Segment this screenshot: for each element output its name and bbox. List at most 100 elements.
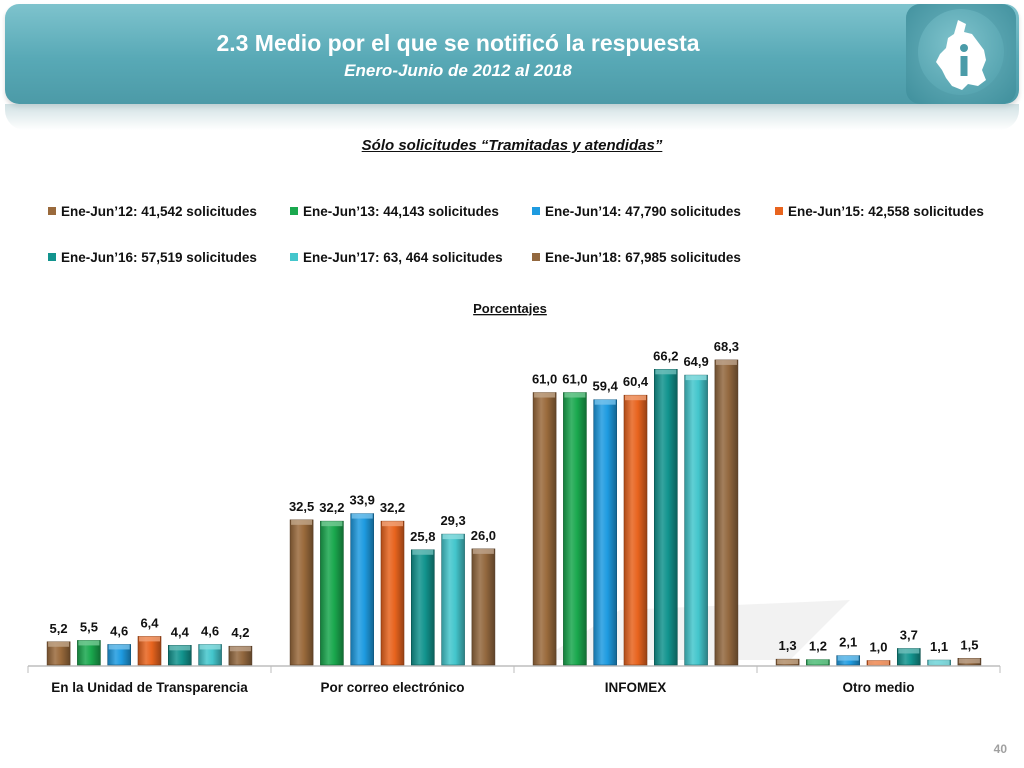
legend-item: Ene-Jun’17: 63, 464 solicitudes <box>290 250 503 265</box>
data-label: 5,2 <box>50 621 68 636</box>
data-label: 5,5 <box>80 619 98 634</box>
data-label: 3,7 <box>900 627 918 642</box>
legend-label: Ene-Jun’18: 67,985 solicitudes <box>545 250 741 265</box>
bar <box>410 549 435 666</box>
legend-swatch <box>48 253 56 262</box>
legend-swatch <box>48 207 56 216</box>
data-label: 1,2 <box>809 639 827 654</box>
legend-item: Ene-Jun’18: 67,985 solicitudes <box>532 250 741 265</box>
bar <box>471 548 496 666</box>
bar <box>653 369 678 666</box>
data-label: 1,3 <box>779 638 797 653</box>
bar <box>563 392 587 666</box>
legend-swatch <box>532 207 540 216</box>
bar <box>623 394 648 666</box>
legend-label: Ene-Jun’12: 41,542 solicitudes <box>61 204 257 219</box>
legend-swatch <box>290 253 298 262</box>
legend-item: Ene-Jun’15: 42,558 solicitudes <box>775 204 984 219</box>
page-title: 2.3 Medio por el que se notificó la resp… <box>216 30 700 56</box>
data-label: 61,0 <box>562 372 587 387</box>
legend-label: Ene-Jun’16: 57,519 solicitudes <box>61 250 257 265</box>
legend-item: Ene-Jun’13: 44,143 solicitudes <box>290 204 499 219</box>
legend-label: Ene-Jun’15: 42,558 solicitudes <box>788 204 984 219</box>
legend-label: Ene-Jun’14: 47,790 solicitudes <box>545 204 741 219</box>
header-banner <box>5 4 1019 104</box>
x-tick-label: Otro medio <box>842 680 914 695</box>
data-label: 32,2 <box>319 500 344 515</box>
data-label: 4,2 <box>231 625 249 640</box>
data-label: 4,6 <box>201 623 219 638</box>
data-label: 59,4 <box>593 379 619 394</box>
data-label: 60,4 <box>623 374 649 389</box>
bar-cap <box>48 641 70 647</box>
data-label: 4,6 <box>110 623 128 638</box>
bar-cap <box>472 548 494 554</box>
data-label: 66,2 <box>653 348 678 363</box>
bar-cap <box>655 369 677 375</box>
data-label: 1,0 <box>869 640 887 655</box>
cdmx-map-info-icon <box>906 4 1016 104</box>
bar-cap <box>564 392 586 398</box>
data-label: 4,4 <box>171 624 190 639</box>
bar-cap <box>777 659 799 665</box>
chart-title: Porcentajes <box>473 301 547 316</box>
bar-cap <box>837 655 859 661</box>
bar-cap <box>807 659 829 665</box>
bar <box>714 359 739 666</box>
x-tick-label: Por correo electrónico <box>320 680 464 695</box>
bar <box>441 533 465 666</box>
bar <box>350 513 375 666</box>
bar-cap <box>534 392 556 398</box>
bar <box>289 519 314 666</box>
bar-cap <box>139 636 160 642</box>
bar-cap <box>169 645 191 651</box>
data-label: 26,0 <box>471 528 496 543</box>
bar-cap <box>625 395 646 401</box>
bar-cap <box>594 399 616 405</box>
legend-item: Ene-Jun’12: 41,542 solicitudes <box>48 204 257 219</box>
data-label: 32,5 <box>289 499 314 514</box>
data-label: 6,4 <box>140 615 159 630</box>
x-tick-label: En la Unidad de Transparencia <box>51 680 248 695</box>
bar-cap <box>78 640 100 646</box>
data-label: 2,1 <box>839 635 857 650</box>
bar <box>380 520 405 666</box>
data-label: 32,2 <box>380 500 405 515</box>
bar-cap <box>412 549 434 555</box>
logo-map-shape <box>936 20 986 90</box>
legend-item: Ene-Jun’14: 47,790 solicitudes <box>532 204 741 219</box>
bar <box>593 399 618 666</box>
bar-cap <box>868 660 889 665</box>
bar-cap <box>685 375 707 381</box>
legend-swatch <box>532 253 540 262</box>
legend-label: Ene-Jun’13: 44,143 solicitudes <box>303 204 499 219</box>
data-label: 25,8 <box>410 529 435 544</box>
bar-cap <box>898 648 920 654</box>
data-label: 64,9 <box>683 354 708 369</box>
bar-cap <box>382 521 403 527</box>
bar-cap <box>108 644 130 650</box>
bar-cap <box>229 646 251 652</box>
legend-swatch <box>290 207 298 216</box>
header-reflection <box>5 104 1019 130</box>
x-tick-label: INFOMEX <box>605 680 667 695</box>
bar-cap <box>442 534 464 540</box>
bar-cap <box>928 660 950 665</box>
data-label: 29,3 <box>440 513 465 528</box>
bar-cap <box>715 359 737 365</box>
legend-label: Ene-Jun’17: 63, 464 solicitudes <box>303 250 503 265</box>
chart-heading: Sólo solicitudes “Tramitadas y atendidas… <box>361 137 663 154</box>
page-subtitle: Enero-Junio de 2012 al 2018 <box>344 61 572 80</box>
data-label: 33,9 <box>350 493 375 508</box>
bar-cap <box>351 513 373 519</box>
data-label: 1,5 <box>960 637 978 652</box>
legend-item: Ene-Jun’16: 57,519 solicitudes <box>48 250 257 265</box>
bar-cap <box>958 658 980 664</box>
bar-cap <box>291 519 313 525</box>
data-label: 68,3 <box>714 339 739 354</box>
bar <box>320 520 344 666</box>
data-label: 61,0 <box>532 372 557 387</box>
bar-cap <box>321 521 343 527</box>
page-number: 40 <box>993 742 1007 756</box>
